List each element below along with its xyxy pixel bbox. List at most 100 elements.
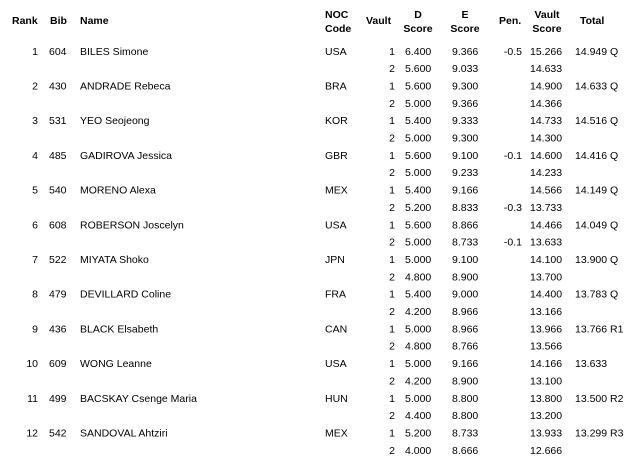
bib: 522 (49, 254, 67, 266)
header-d: D (414, 9, 422, 21)
d-score: 4.800 (405, 341, 431, 353)
vault-number: 1 (389, 46, 395, 58)
d-score: 5.000 (405, 167, 431, 179)
name: DEVILLARD Coline (80, 289, 171, 301)
name: ROBERSON Joscelyn (80, 219, 184, 231)
vault-score: 13.800 (530, 393, 562, 405)
e-score: 9.033 (452, 63, 478, 75)
rank: 11 (27, 393, 38, 405)
rank: 12 (26, 427, 38, 439)
noc: BRA (325, 80, 347, 92)
noc: USA (325, 219, 347, 231)
rank: 3 (32, 115, 38, 127)
header-vault: Vault (366, 15, 392, 27)
total: 14.633 Q (575, 80, 618, 92)
bib: 604 (49, 46, 67, 58)
rank: 6 (32, 219, 38, 231)
vault-score: 15.266 (530, 46, 562, 58)
rank: 4 (32, 150, 38, 162)
d-score: 4.200 (405, 375, 431, 387)
vault-score: 14.233 (530, 167, 562, 179)
name: WONG Leanne (80, 358, 152, 370)
rank: 5 (32, 185, 38, 197)
header-noc: NOC (325, 9, 349, 21)
noc: CAN (325, 323, 347, 335)
vault-number: 2 (389, 271, 395, 283)
name: ANDRADE Rebeca (80, 80, 171, 92)
header-name: Name (80, 15, 109, 27)
name: SANDOVAL Ahtziri (80, 427, 168, 439)
noc: HUN (325, 393, 348, 405)
total: 14.949 Q (575, 46, 618, 58)
vault-number: 1 (389, 323, 395, 335)
vault-number: 1 (389, 393, 395, 405)
total: 14.516 Q (575, 115, 618, 127)
vault-number: 2 (389, 375, 395, 387)
header-bib: Bib (50, 15, 67, 27)
vault-score: 13.200 (530, 410, 562, 422)
penalty: -0.1 (504, 237, 522, 249)
vault-number: 1 (389, 219, 395, 231)
d-score: 4.000 (405, 445, 431, 457)
vault-number: 2 (389, 202, 395, 214)
e-score: 8.733 (452, 427, 478, 439)
vault-score: 14.600 (530, 150, 562, 162)
d-score: 5.000 (405, 393, 431, 405)
bib: 499 (49, 393, 67, 405)
total: 13.900 Q (575, 254, 618, 266)
total: 13.299 R3 (575, 427, 624, 439)
rank: 2 (32, 80, 38, 92)
d-score: 5.000 (405, 254, 431, 266)
d-score: 6.400 (405, 46, 431, 58)
e-score: 9.300 (452, 132, 478, 144)
vault-score: 14.900 (530, 80, 562, 92)
header-e: E (461, 9, 468, 21)
e-score: 8.866 (452, 219, 478, 231)
header-total: Total (580, 15, 604, 27)
d-score: 5.600 (405, 63, 431, 75)
total: 13.783 Q (575, 289, 618, 301)
d-score: 5.200 (405, 427, 431, 439)
vault-number: 1 (389, 115, 395, 127)
vault-score: 13.700 (530, 271, 562, 283)
bib: 430 (49, 80, 67, 92)
vault-number: 2 (389, 63, 395, 75)
bib: 436 (49, 323, 67, 335)
header-rank: Rank (12, 15, 38, 27)
vault-score: 13.166 (530, 306, 562, 318)
vault-number: 1 (389, 80, 395, 92)
vault-number: 2 (389, 167, 395, 179)
d-score: 5.000 (405, 323, 431, 335)
rank: 1 (32, 46, 38, 58)
d-score: 4.400 (405, 410, 431, 422)
vault-score: 14.633 (530, 63, 562, 75)
noc: MEX (325, 427, 348, 439)
vault-number: 2 (389, 306, 395, 318)
d-score: 5.000 (405, 98, 431, 110)
vault-number: 2 (389, 237, 395, 249)
vault-number: 1 (389, 427, 395, 439)
noc: KOR (325, 115, 348, 127)
total: 14.049 Q (575, 219, 618, 231)
bib: 608 (49, 219, 67, 231)
header-noc: Code (325, 23, 351, 35)
e-score: 9.366 (452, 46, 478, 58)
bib: 479 (49, 289, 67, 301)
vault-score: 13.733 (530, 202, 562, 214)
total: 13.500 R2 (575, 393, 624, 405)
total: 13.633 (575, 358, 607, 370)
e-score: 9.166 (452, 358, 478, 370)
vault-score: 13.633 (530, 237, 562, 249)
e-score: 9.233 (452, 167, 478, 179)
penalty: -0.5 (504, 46, 522, 58)
e-score: 8.833 (452, 202, 478, 214)
name: BLACK Elsabeth (80, 323, 158, 335)
e-score: 8.766 (452, 341, 478, 353)
vault-score: 13.566 (530, 341, 562, 353)
header-e: Score (450, 23, 479, 35)
e-score: 8.966 (452, 323, 478, 335)
vault-score: 14.166 (530, 358, 562, 370)
penalty: -0.3 (504, 202, 522, 214)
bib: 542 (49, 427, 67, 439)
d-score: 5.600 (405, 80, 431, 92)
